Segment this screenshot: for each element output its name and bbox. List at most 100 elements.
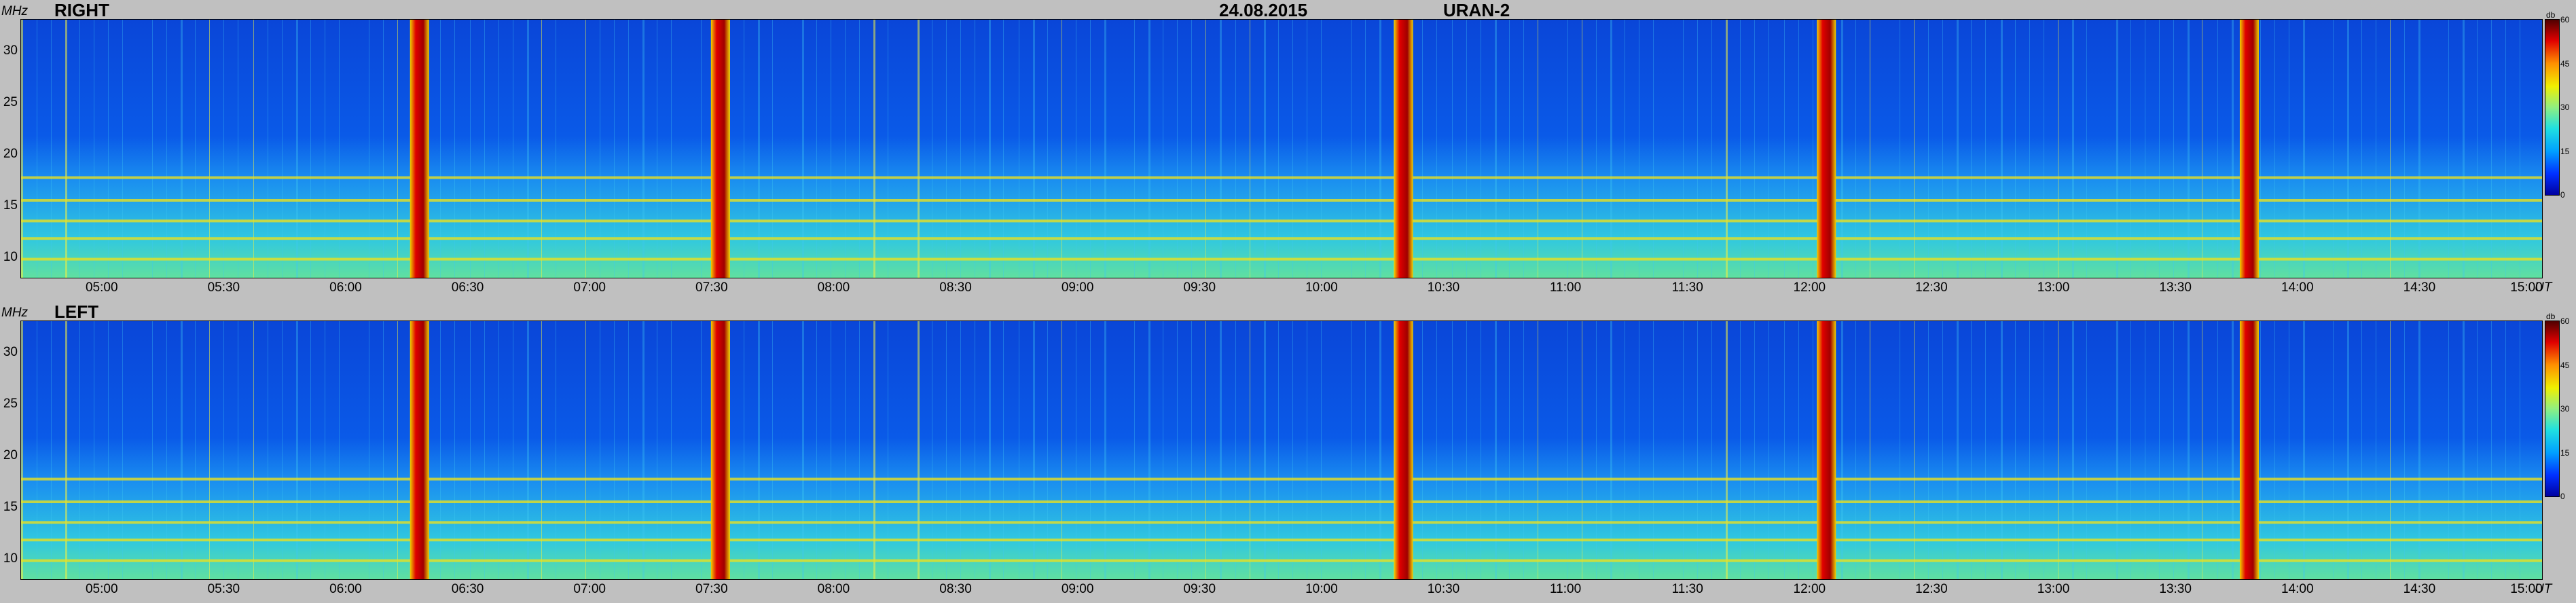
x-tick-label: 08:30	[939, 280, 972, 295]
interference-line	[2333, 20, 2334, 278]
interference-line	[2001, 321, 2003, 579]
interference-line	[1452, 20, 1453, 278]
interference-line	[2418, 321, 2420, 579]
interference-line	[1928, 20, 1929, 278]
interference-line	[470, 321, 471, 579]
interference-line	[79, 321, 80, 579]
interference-line	[541, 321, 542, 579]
x-tick-label: 15:00	[2510, 280, 2543, 295]
interference-line	[79, 20, 80, 278]
x-tick-label: 10:00	[1305, 582, 1338, 596]
interference-line	[1177, 321, 1178, 579]
interference-line	[1653, 20, 1654, 278]
y-tick-label: 20	[3, 146, 18, 161]
interference-line	[296, 321, 298, 579]
x-tick-label: 07:00	[573, 582, 606, 596]
interference-line	[1798, 321, 1799, 579]
interference-line	[1841, 20, 1843, 278]
solar-burst	[410, 20, 429, 278]
interference-line	[1914, 20, 1915, 278]
interference-line	[2390, 20, 2391, 278]
interference-line	[1596, 321, 1597, 579]
solar-burst	[1394, 20, 1413, 278]
x-tick-label: 14:00	[2281, 280, 2314, 295]
interference-line	[960, 321, 961, 579]
interference-line	[2116, 20, 2118, 278]
interference-line	[1567, 20, 1568, 278]
solar-burst	[710, 321, 730, 579]
interference-line	[989, 321, 991, 579]
solar-burst	[2239, 20, 2259, 278]
interference-line	[2029, 321, 2030, 579]
interference-line	[1768, 20, 1769, 278]
y-tick-label: 30	[3, 43, 18, 58]
interference-line	[1104, 321, 1106, 579]
interference-line	[2086, 321, 2087, 579]
interference-line	[383, 321, 384, 579]
interference-line	[209, 20, 210, 278]
y-axis-unit: MHz	[1, 306, 29, 320]
interference-line	[1523, 20, 1524, 278]
interference-line	[253, 321, 254, 579]
x-tick-label: 12:30	[1915, 280, 1948, 295]
interference-line	[2217, 20, 2218, 278]
solar-burst	[1394, 321, 1413, 579]
interference-line	[1177, 20, 1178, 278]
interference-line	[2116, 321, 2118, 579]
interference-line	[1985, 321, 1986, 579]
interference-line	[2232, 20, 2234, 278]
interference-line	[1523, 321, 1524, 579]
x-tick-label: 09:00	[1061, 280, 1094, 295]
interference-line	[1740, 20, 1741, 278]
interference-line	[946, 321, 947, 579]
x-tick-label: 11:30	[1671, 280, 1703, 295]
interference-line	[166, 20, 167, 278]
interference-line	[2274, 20, 2275, 278]
interference-line	[484, 20, 485, 278]
interference-line	[181, 20, 183, 278]
interference-line	[339, 321, 340, 579]
interference-line	[1971, 20, 1972, 278]
interference-line	[1235, 321, 1236, 579]
x-tick-label: 12:00	[1793, 582, 1826, 596]
interference-line	[181, 321, 183, 579]
x-tick-label: 05:30	[207, 582, 240, 596]
interference-line	[989, 20, 991, 278]
interference-line	[383, 20, 384, 278]
interference-line	[21, 321, 23, 579]
interference-line	[2260, 20, 2261, 278]
interference-line	[2173, 321, 2174, 579]
frequency-band	[21, 477, 2542, 481]
interference-line	[1436, 321, 1437, 579]
x-tick-label: 13:00	[2037, 280, 2070, 295]
colorbar-tick: 15	[2560, 447, 2570, 458]
interference-line	[2015, 321, 2016, 579]
interference-line	[2260, 321, 2261, 579]
interference-line	[1466, 321, 1467, 579]
interference-line	[1697, 20, 1698, 278]
interference-line	[1379, 20, 1381, 278]
interference-line	[1928, 321, 1929, 579]
frequency-band	[21, 176, 2542, 179]
colorbar-tick: 45	[2560, 58, 2570, 69]
interference-line	[2173, 20, 2174, 278]
interference-line	[296, 20, 298, 278]
frequency-band	[21, 500, 2542, 503]
interference-line	[282, 321, 283, 579]
colorbar-tick: 15	[2560, 146, 2570, 156]
interference-line	[122, 20, 123, 278]
interference-line	[1003, 20, 1004, 278]
y-tick-label: 10	[3, 551, 18, 566]
interference-line	[2491, 321, 2492, 579]
interference-line	[2001, 20, 2003, 278]
interference-line	[1047, 20, 1048, 278]
interference-line	[2347, 321, 2349, 579]
interference-line	[1798, 20, 1799, 278]
interference-line	[2491, 20, 2492, 278]
interference-line	[223, 321, 224, 579]
x-tick-label: 09:00	[1061, 582, 1094, 596]
interference-line	[1278, 321, 1279, 579]
interference-line	[1220, 20, 1222, 278]
interference-line	[1292, 321, 1293, 579]
interference-line	[2505, 321, 2506, 579]
